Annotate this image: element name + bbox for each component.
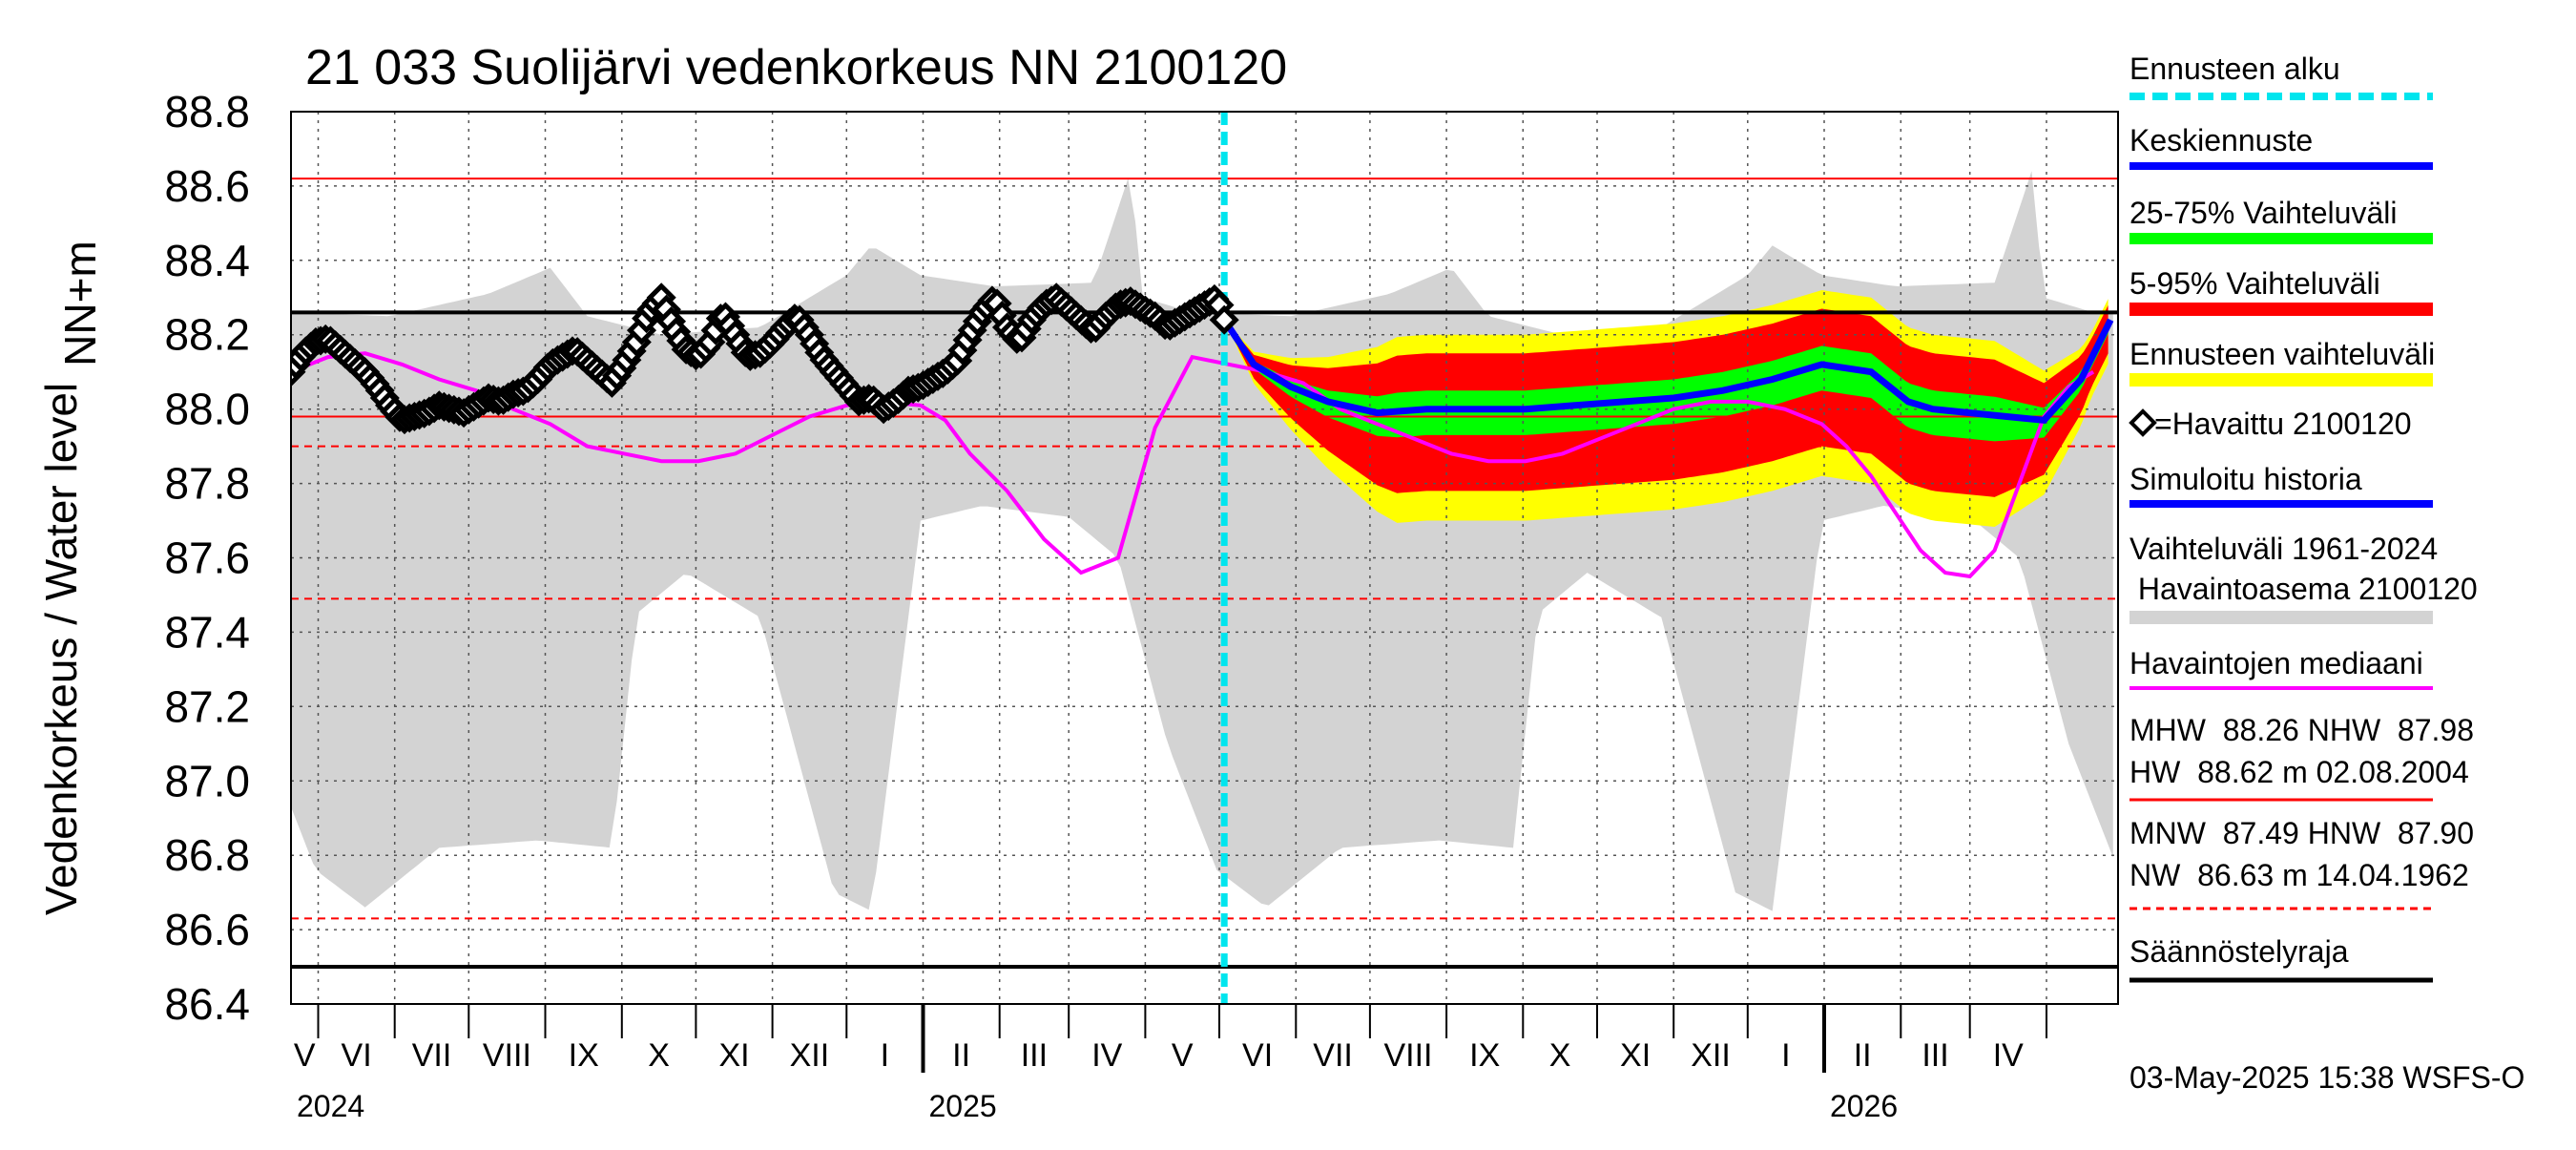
x-tick-label: IV — [1993, 1037, 2024, 1074]
y-tick-label: 88.0 — [164, 385, 250, 434]
legend-p5-95: 5-95% Vaihteluväli — [2129, 266, 2380, 301]
observed-marker-icon — [2129, 408, 2157, 437]
series-lines — [291, 112, 2114, 1004]
x-tick-label: II — [952, 1037, 970, 1074]
legend-stats-high-1: MHW 88.26 NHW 87.98 — [2129, 713, 2474, 747]
x-tick-label: XI — [1620, 1037, 1651, 1074]
x-tick-label: IX — [569, 1037, 599, 1074]
x-tick-label: X — [648, 1037, 670, 1074]
plot-frame — [290, 111, 2119, 1005]
x-tick-label: I — [881, 1037, 889, 1074]
x-tick-label: III — [1922, 1037, 1948, 1074]
x-tick-label: VI — [1242, 1037, 1273, 1074]
x-tick-label: IX — [1469, 1037, 1500, 1074]
y-axis-label: Vedenkorkeus / Water level — [36, 383, 86, 915]
legend-simuloitu: Simuloitu historia — [2129, 462, 2362, 496]
y-tick-label: 87.8 — [164, 459, 250, 509]
x-tick-label: VI — [342, 1037, 372, 1074]
x-axis: V VI VII VIII IX X XI XII I II III IV V VI VII VIII IX X X… — [294, 1004, 2047, 1123]
y-tick-label: 86.8 — [164, 830, 250, 880]
year-label: 2026 — [1830, 1089, 1898, 1123]
x-tick-label: V — [1172, 1037, 1194, 1074]
x-tick-label: XII — [1691, 1037, 1731, 1074]
y-tick-label: 88.8 — [164, 87, 250, 136]
legend-keskiennuste: Keskiennuste — [2129, 123, 2313, 157]
legend-ennusteen-alku: Ennusteen alku — [2129, 52, 2340, 86]
y-tick-label: 87.4 — [164, 607, 250, 657]
x-tick-label: VIII — [1383, 1037, 1432, 1074]
x-tick-label: I — [1781, 1037, 1790, 1074]
x-tick-label: II — [1854, 1037, 1872, 1074]
history-range-band — [291, 171, 2113, 911]
mean-forecast-line — [1221, 318, 2114, 425]
y-tick-label: 87.2 — [164, 681, 250, 731]
x-tick-label: VII — [412, 1037, 452, 1074]
year-label: 2025 — [929, 1089, 997, 1123]
legend-p25-75: 25-75% Vaihteluväli — [2129, 196, 2397, 230]
y-tick-label: 86.6 — [164, 905, 250, 954]
footer-timestamp: 03-May-2025 15:38 WSFS-O — [2129, 1060, 2524, 1095]
x-tick-label: X — [1549, 1037, 1571, 1074]
x-tick-label: IV — [1091, 1037, 1122, 1074]
y-tick-label: 86.4 — [164, 979, 250, 1029]
legend-mediaani: Havaintojen mediaani — [2129, 646, 2423, 680]
y-tick-label: 87.0 — [164, 756, 250, 805]
legend-stats-low-2: NW 86.63 m 14.04.1962 — [2129, 858, 2469, 892]
x-tick-label: XII — [790, 1037, 830, 1074]
y-tick-labels: 88.8 88.6 88.4 88.2 88.0 87.8 87.6 87.4 87.2 87.0… — [164, 87, 250, 1029]
median-line — [291, 351, 2095, 579]
legend-ennusteen-vaihteluvali: Ennusteen vaihteluväli — [2129, 337, 2435, 371]
observed-series — [291, 282, 1239, 435]
y-tick-label: 87.6 — [164, 533, 250, 583]
legend-stats-low-1: MNW 87.49 HNW 87.90 — [2129, 816, 2474, 850]
y-tick-label: 88.6 — [164, 161, 250, 211]
x-tick-label: XI — [718, 1037, 749, 1074]
y-tick-label: 88.2 — [164, 310, 250, 360]
year-label: 2024 — [297, 1089, 364, 1123]
x-tick-label: III — [1021, 1037, 1048, 1074]
legend-vaihteluvali-1: Vaihteluväli 1961-2024 — [2129, 532, 2438, 566]
legend: Ennusteen alku Keskiennuste 25-75% Vaiht… — [2129, 52, 2478, 983]
legend-havaittu: =Havaittu 2100120 — [2154, 407, 2412, 441]
observed-point — [1209, 304, 1239, 335]
history-range-area — [291, 171, 2113, 911]
x-tick-label: VIII — [483, 1037, 531, 1074]
chart-title: 21 033 Suolijärvi vedenkorkeus NN 210012… — [305, 40, 1287, 95]
y-axis-unit: NN+m — [55, 240, 105, 366]
y-tick-label: 88.4 — [164, 236, 250, 285]
legend-vaihteluvali-2: Havaintoasema 2100120 — [2129, 572, 2478, 606]
legend-stats-high-2: HW 88.62 m 02.08.2004 — [2129, 755, 2469, 789]
x-tick-label: V — [294, 1037, 316, 1074]
x-tick-label: VII — [1313, 1037, 1353, 1074]
grid — [291, 112, 2118, 1004]
legend-saannostelyraja: Säännöstelyraja — [2129, 934, 2349, 969]
